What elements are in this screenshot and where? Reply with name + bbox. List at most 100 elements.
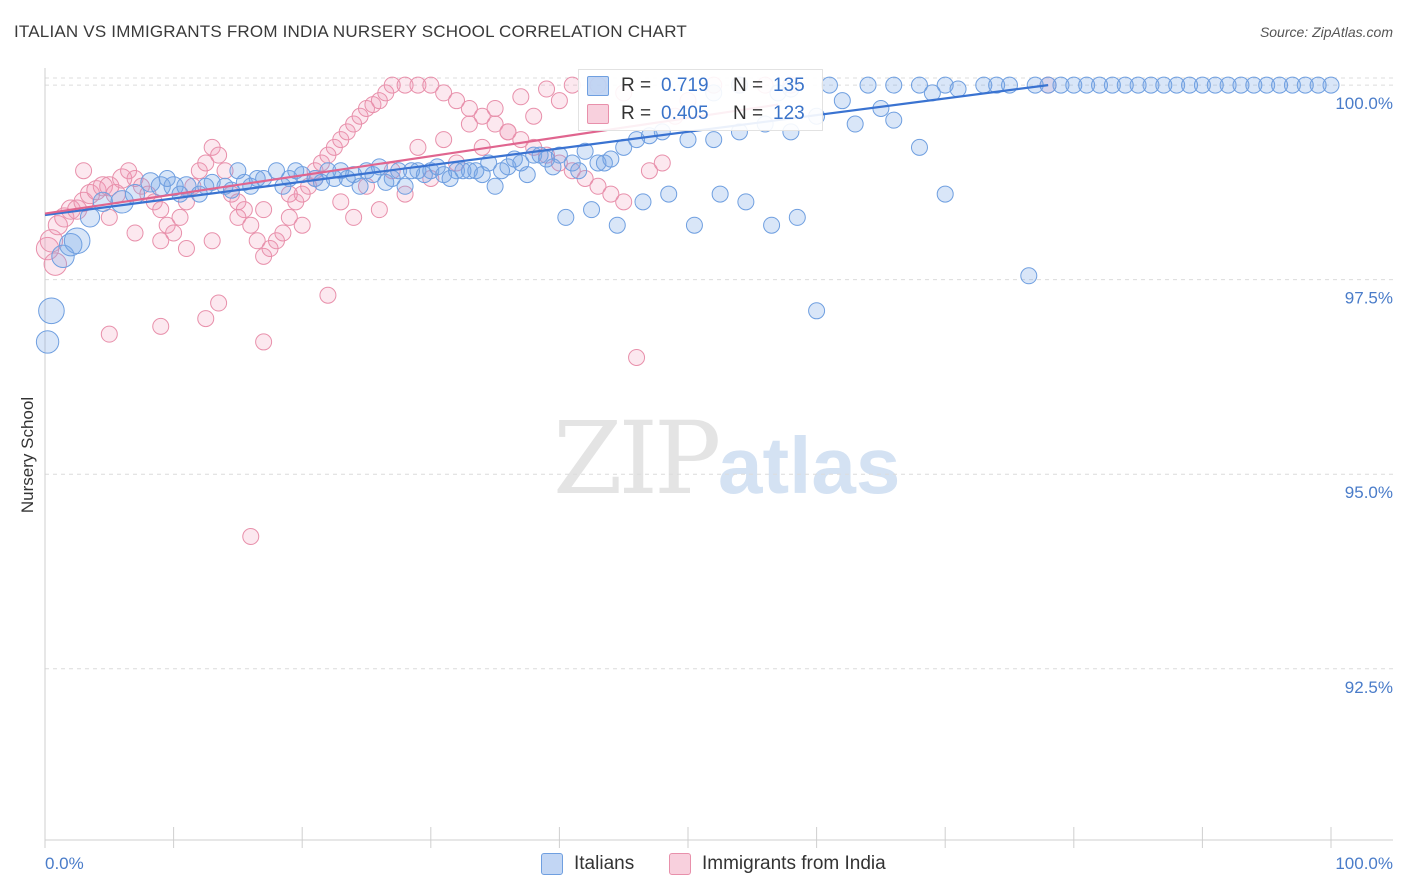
italians-point <box>557 208 575 226</box>
y-tick-label: 95.0% <box>1345 483 1393 502</box>
india-point <box>177 240 195 258</box>
italians-point <box>1065 76 1083 94</box>
chart-source: Source: ZipAtlas.com <box>1259 24 1393 40</box>
india-point <box>550 92 568 110</box>
india-point <box>345 208 363 226</box>
india-point <box>86 180 107 201</box>
india-point <box>602 185 620 203</box>
italians-point <box>936 185 954 203</box>
italians-point <box>885 76 903 94</box>
italians-point <box>1232 76 1250 94</box>
india-point <box>100 325 118 343</box>
italians-point <box>859 76 877 94</box>
india-point <box>126 224 144 242</box>
india-point <box>422 76 440 94</box>
italians-point <box>660 185 678 203</box>
india-point <box>589 177 607 195</box>
italians-point <box>1219 76 1237 94</box>
italians-point <box>493 162 511 180</box>
italians-point <box>949 80 967 98</box>
italians-point <box>910 76 928 94</box>
india-point <box>448 92 466 110</box>
italians-point <box>589 154 607 172</box>
italians-point <box>544 158 562 176</box>
italians-point <box>595 154 613 172</box>
italians-point <box>1193 76 1211 94</box>
italians-point <box>1283 76 1301 94</box>
italians-point <box>576 142 594 160</box>
india-point <box>242 216 260 234</box>
legend-n-label: N = <box>733 103 764 124</box>
italians-point <box>351 177 369 195</box>
india-point <box>435 84 453 102</box>
legend-row-india: R = 0.405 N = 123 <box>587 101 805 127</box>
legend-row-italians: R = 0.719 N = 135 <box>587 73 805 99</box>
italians-point <box>608 216 626 234</box>
italians-point <box>1271 76 1289 94</box>
italians-point <box>1258 76 1276 94</box>
x-tick-label-min: 0.0% <box>45 854 84 873</box>
trend-lines <box>44 84 1049 217</box>
italians-point <box>460 162 478 180</box>
india-point <box>35 236 60 261</box>
italians-point <box>1142 76 1160 94</box>
italians-point <box>820 76 838 94</box>
tick-labels: 100.0% 97.5% 95.0% 92.5% 0.0% 100.0% <box>45 94 1393 873</box>
india-point <box>242 527 260 545</box>
india-point <box>92 176 113 197</box>
india-point <box>460 115 478 133</box>
india-point <box>538 80 556 98</box>
india-point <box>332 193 350 211</box>
india-point <box>280 208 298 226</box>
bottom-legend-swatch-italians <box>541 853 563 875</box>
india-point <box>319 286 337 304</box>
bottom-legend-label-india: Immigrants from India <box>702 853 886 874</box>
italians-point <box>1296 76 1314 94</box>
italians-point <box>910 138 928 156</box>
india-point <box>525 107 543 125</box>
italians-point <box>885 111 903 129</box>
india-point <box>203 232 221 250</box>
india-point <box>499 123 517 141</box>
india-point <box>615 193 633 211</box>
india-point <box>473 107 491 125</box>
italians-point <box>274 177 292 195</box>
italians-point <box>788 208 806 226</box>
legend-r-label: R = <box>621 103 652 124</box>
india-point <box>248 232 266 250</box>
italians-point <box>197 177 215 195</box>
italians-point <box>158 170 176 188</box>
y-tick-label: 92.5% <box>1345 678 1393 697</box>
india-point <box>152 201 170 219</box>
chart-title: ITALIAN VS IMMIGRANTS FROM INDIA NURSERY… <box>14 22 687 41</box>
italians-point <box>705 131 723 149</box>
italians-point <box>396 177 414 195</box>
italians-point <box>1052 76 1070 94</box>
legend-swatch-italians <box>587 76 609 96</box>
india-point <box>255 333 273 351</box>
italians-point <box>486 177 504 195</box>
india-point <box>274 224 292 242</box>
italians-point <box>454 162 472 180</box>
india-point <box>383 76 401 94</box>
italians-point <box>679 131 697 149</box>
legend-n-label: N = <box>733 75 764 96</box>
italians-point <box>1078 76 1096 94</box>
india-point <box>628 349 646 366</box>
italians-point <box>685 216 703 234</box>
y-tick-label: 100.0% <box>1335 94 1393 113</box>
italians-point <box>1245 76 1263 94</box>
italians-point <box>988 76 1006 94</box>
india-point <box>486 99 504 117</box>
italians-point <box>377 173 395 191</box>
bottom-legend-label-italians: Italians <box>574 853 635 874</box>
legend-swatch-india <box>587 104 609 124</box>
india-point <box>197 310 215 328</box>
italians-point <box>763 216 781 234</box>
italians-point <box>1322 76 1340 94</box>
india-point <box>435 131 453 149</box>
italians-point <box>518 166 536 184</box>
india-point <box>512 88 530 106</box>
italians-point <box>711 185 729 203</box>
